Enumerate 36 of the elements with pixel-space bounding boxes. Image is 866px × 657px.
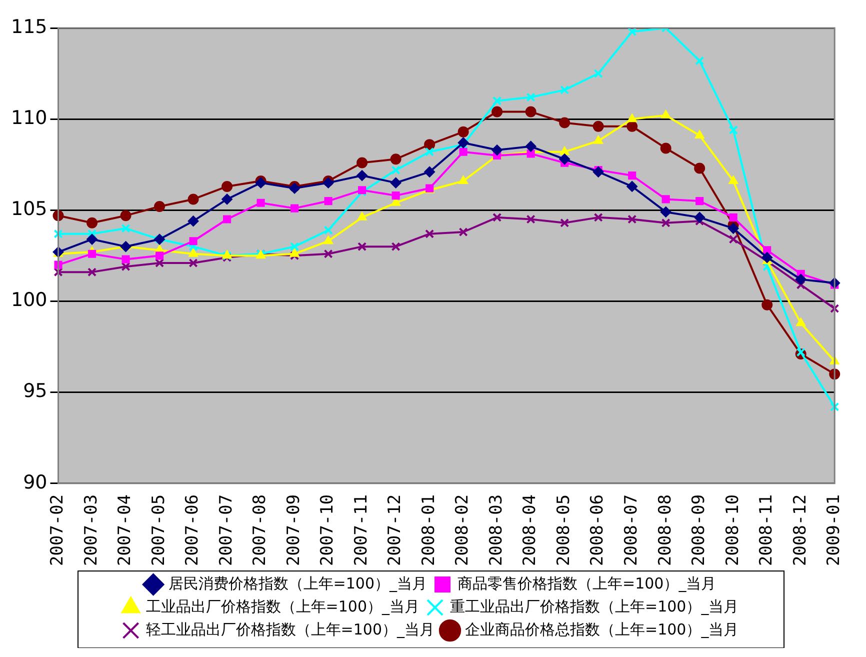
legend-label: 重工业品出厂价格指数（上年=100）_当月 <box>450 597 739 616</box>
y-tick-label: 95 <box>23 380 48 402</box>
x-tick-label: 2007-09 <box>284 494 304 566</box>
legend-label: 商品零售价格指数（上年=100）_当月 <box>458 574 716 592</box>
x-tick-label: 2007-04 <box>115 494 136 566</box>
x-tick-label: 2008-12 <box>790 494 810 566</box>
x-tick-label: 2008-11 <box>756 494 777 566</box>
x-tick-label: 2008-10 <box>722 494 743 566</box>
x-tick-label: 2007-06 <box>182 494 203 566</box>
x-tick-label: 2007-05 <box>148 494 169 566</box>
x-tick-label: 2007-12 <box>385 494 406 566</box>
x-tick-label: 2007-10 <box>318 494 338 566</box>
x-tick-label: 2008-09 <box>689 494 710 566</box>
x-tick-label: 2008-03 <box>486 494 506 566</box>
x-tick-label: 2007-11 <box>351 494 372 566</box>
y-tick-label: 110 <box>11 107 48 130</box>
x-tick-label: 2007-07 <box>216 494 236 566</box>
x-tick-label: 2007-08 <box>250 494 270 566</box>
x-tick-label: 2008-06 <box>588 494 608 566</box>
x-tick-label: 2008-04 <box>520 494 540 566</box>
x-tick-label: 2007-02 <box>48 494 68 566</box>
legend-label: 企业商品价格总指数（上年=100）_当月 <box>465 620 739 638</box>
y-tick-label: 90 <box>23 471 48 494</box>
legend-label: 居民消费价格指数（上年=100）_当月 <box>168 574 428 592</box>
legend-label: 轻工业品出厂价格指数（上年=100）_当月 <box>146 620 435 638</box>
y-tick-label: 105 <box>11 198 48 220</box>
x-tick-label: 2009-01 <box>824 494 844 566</box>
x-tick-label: 2008-07 <box>622 494 642 566</box>
x-tick-label: 2007-03 <box>81 494 102 566</box>
y-tick-label: 115 <box>11 16 48 38</box>
x-tick-label: 2008-02 <box>452 494 473 566</box>
legend-label: 工业品出厂价格指数（上年=100）_当月 <box>146 597 420 616</box>
x-tick-label: 2008-05 <box>554 494 574 566</box>
x-tick-label: 2008-01 <box>418 494 439 566</box>
x-tick-label: 2008-08 <box>655 494 676 566</box>
y-tick-label: 100 <box>11 289 48 312</box>
